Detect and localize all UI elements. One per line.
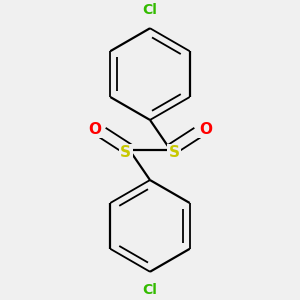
Text: Cl: Cl (142, 3, 158, 17)
Text: O: O (199, 122, 212, 137)
Text: S: S (169, 145, 180, 160)
Text: S: S (120, 145, 131, 160)
Text: O: O (88, 122, 101, 137)
Text: Cl: Cl (142, 283, 158, 297)
